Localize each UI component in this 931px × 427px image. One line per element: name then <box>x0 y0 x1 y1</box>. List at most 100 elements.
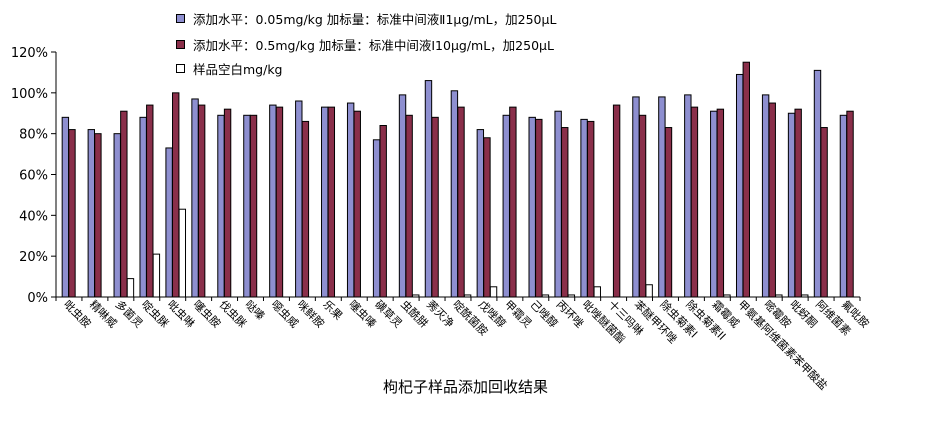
bar-s2-31 <box>846 110 854 298</box>
bar-s3-17 <box>489 286 498 298</box>
bar-s1-6 <box>191 98 199 298</box>
bar-s2-28 <box>768 102 776 298</box>
bar-s1-9 <box>269 104 277 298</box>
bar-s2-23 <box>638 114 647 298</box>
x-tick-label: 吡虫胺 <box>61 297 94 330</box>
bar-s1-5 <box>165 147 173 298</box>
x-tick-label: 吡虫啉 <box>165 298 198 331</box>
bar-s2-8 <box>249 114 258 298</box>
bar-s1-26 <box>710 110 718 298</box>
bar-s3-4 <box>152 253 161 298</box>
bar-s2-22 <box>612 104 621 298</box>
x-tick-label: 虫酰肼 <box>398 297 431 330</box>
legend-swatch-3 <box>176 63 185 73</box>
bar-s2-13 <box>379 125 387 298</box>
bar-s2-25 <box>690 106 699 298</box>
bar-s3-3 <box>126 278 135 298</box>
bar-s1-29 <box>787 112 796 298</box>
bar-s1-10 <box>295 100 303 298</box>
x-tick-label: 伐虫脒 <box>216 297 249 330</box>
bar-s2-20 <box>561 127 569 298</box>
x-tick-label: 己唑醇 <box>528 297 561 330</box>
bar-s1-19 <box>528 116 536 298</box>
bar-s1-1 <box>61 116 70 298</box>
bar-s2-10 <box>301 120 310 298</box>
bar-s2-9 <box>275 106 284 298</box>
bar-s1-7 <box>217 114 225 298</box>
bar-s1-21 <box>580 118 588 298</box>
x-tick-label: 啶虫脒 <box>139 297 172 330</box>
bar-s2-29 <box>794 108 802 298</box>
bar-s2-6 <box>197 104 206 298</box>
bar-s2-15 <box>431 116 439 298</box>
bar-s2-18 <box>509 106 517 298</box>
x-tick-label: 多菌灵 <box>113 297 146 330</box>
bar-s2-16 <box>457 106 465 298</box>
bar-s1-18 <box>502 114 510 298</box>
bar-s2-3 <box>120 110 128 298</box>
legend-item-1[interactable]: 添加水平：0.05mg/kg 加标量：标准中间液Ⅱ1μg/mL，加250μL <box>176 11 557 27</box>
bar-s2-26 <box>716 108 725 298</box>
y-tick-label: 120% <box>11 46 48 61</box>
x-tick-label: 吡蚜酮 <box>787 297 820 330</box>
legend-label-2: 添加水平：0.5mg/kg 加标量：标准中间液Ⅰ10μg/mL，加250μL <box>193 37 554 53</box>
legend-label-1: 添加水平：0.05mg/kg 加标量：标准中间液Ⅱ1μg/mL，加250μL <box>193 11 557 27</box>
bar-s3-21 <box>593 286 601 298</box>
bar-s2-2 <box>94 133 102 298</box>
bar-s2-12 <box>353 110 361 298</box>
legend-label-3: 样品空白mg/kg <box>193 61 283 77</box>
y-tick-label: 20% <box>19 250 48 265</box>
bar-s2-5 <box>172 92 180 298</box>
bar-s2-30 <box>820 127 828 298</box>
y-tick-label: 80% <box>19 128 48 143</box>
y-tick-label: 40% <box>19 209 48 224</box>
bar-s2-14 <box>405 114 413 298</box>
bar-s1-16 <box>450 90 459 298</box>
y-tick-label: 0% <box>27 291 48 306</box>
bar-s1-11 <box>321 106 329 298</box>
x-tick-label: 噻虫胺 <box>191 297 224 330</box>
legend-swatch-2 <box>176 39 185 49</box>
bar-s1-14 <box>398 94 407 298</box>
bar-s2-24 <box>664 127 673 298</box>
legend-item-2[interactable]: 添加水平：0.5mg/kg 加标量：标准中间液Ⅰ10μg/mL，加250μL <box>176 37 554 53</box>
bar-s1-31 <box>839 114 848 298</box>
bar-s1-30 <box>813 69 822 298</box>
bar-s1-24 <box>658 96 666 298</box>
bar-s2-7 <box>223 108 232 298</box>
bar-s3-23 <box>645 284 653 298</box>
bar-s1-12 <box>346 102 355 298</box>
x-tick-label: 噁虫威 <box>268 298 301 331</box>
bar-s2-27 <box>742 61 750 298</box>
bar-s2-21 <box>586 120 595 298</box>
x-tick-label: 甲霜灵 <box>502 298 535 331</box>
x-tick-label: 精啉威 <box>87 298 120 331</box>
bar-s2-1 <box>68 129 76 298</box>
bar-s1-3 <box>113 133 121 298</box>
bar-s1-15 <box>424 80 433 298</box>
bar-s1-28 <box>761 94 770 298</box>
y-tick-label: 60% <box>19 169 48 184</box>
bar-s1-25 <box>684 94 692 298</box>
bar-s1-27 <box>735 73 744 298</box>
x-tick-label: 丙环唑 <box>554 298 587 331</box>
chart-title: 枸杞子样品添加回收结果 <box>382 378 548 396</box>
bar-s1-4 <box>139 116 147 298</box>
legend-item-3[interactable]: 样品空白mg/kg <box>176 61 283 77</box>
bar-s1-13 <box>372 139 381 298</box>
bar-s1-2 <box>87 129 96 298</box>
bar-s1-17 <box>476 129 485 298</box>
bar-s2-11 <box>327 106 336 298</box>
x-tick-label: 噻虫嗪 <box>346 297 379 330</box>
bar-s1-8 <box>243 114 251 298</box>
bar-s1-20 <box>554 110 562 298</box>
y-tick-label: 100% <box>11 87 48 102</box>
x-tick-label: 莠灭净 <box>424 297 457 330</box>
bar-s2-4 <box>146 104 154 298</box>
bar-s3-5 <box>178 208 187 298</box>
bar-s2-19 <box>535 118 543 298</box>
bar-s1-23 <box>632 96 640 298</box>
x-tick-label: 咪鲜胺 <box>294 297 327 330</box>
bar-s2-17 <box>483 137 491 298</box>
